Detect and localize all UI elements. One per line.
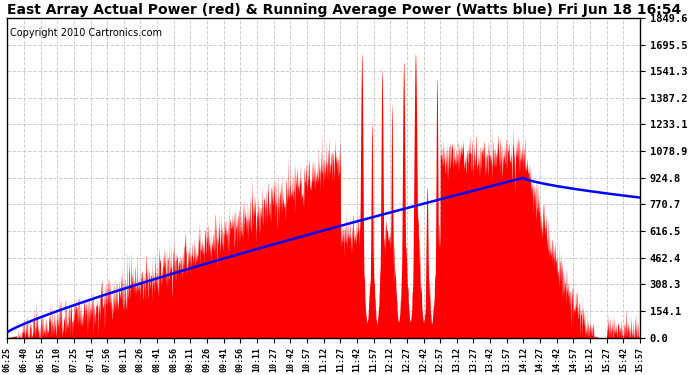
Text: Copyright 2010 Cartronics.com: Copyright 2010 Cartronics.com bbox=[10, 27, 162, 38]
Text: East Array Actual Power (red) & Running Average Power (Watts blue) Fri Jun 18 16: East Array Actual Power (red) & Running … bbox=[8, 3, 682, 17]
